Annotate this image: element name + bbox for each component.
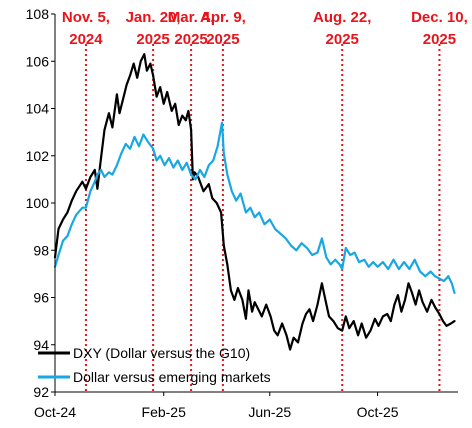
event-label-line2-3: 2025	[206, 31, 239, 48]
event-label-line1-2: Mar. 4,	[168, 9, 215, 26]
event-label-line1-4: Aug. 22,	[313, 9, 371, 26]
x-tick-labels: Oct-24 Feb-25 Jun-25 Oct-25	[34, 392, 399, 420]
event-label-line1-1: Jan. 20,	[126, 9, 181, 26]
event-label-line2-5: 2025	[423, 31, 456, 48]
legend-label-0: DXY (Dollar versus the G10)	[73, 345, 250, 361]
x-tick-label-1: Feb-25	[142, 404, 187, 420]
y-tick-label-6: 104	[26, 101, 50, 117]
y-tick-label-0: 92	[33, 384, 49, 400]
y-tick-label-5: 102	[26, 148, 50, 164]
y-tick-labels: 92 94 96 98 100 102 104 106 108	[26, 6, 55, 400]
x-tick-label-2: Jun-25	[248, 404, 291, 420]
legend-label-1: Dollar versus emerging markets	[73, 369, 271, 385]
x-tick-label-3: Oct-25	[357, 404, 399, 420]
event-label-line2-2: 2025	[174, 31, 207, 48]
event-label-line1-3: Apr. 9,	[200, 9, 246, 26]
y-tick-label-1: 94	[33, 337, 49, 353]
event-label-line2-0: 2024	[69, 31, 103, 48]
event-label-line1-0: Nov. 5,	[62, 9, 110, 26]
y-tick-label-3: 98	[33, 242, 49, 258]
series-line-0	[53, 53, 456, 351]
legend: DXY (Dollar versus the G10) Dollar versus…	[38, 345, 271, 385]
event-label-line2-1: 2025	[136, 31, 169, 48]
axes-layer	[54, 14, 458, 393]
event-lines-layer	[84, 44, 441, 392]
event-labels-layer: Nov. 5, 2024 Jan. 20, 2025 Mar. 4, 2025 Apr. 9…	[62, 9, 468, 48]
series-line-1	[53, 121, 456, 294]
y-tick-label-2: 96	[33, 290, 49, 306]
y-tick-label-7: 106	[26, 53, 50, 69]
event-label-line1-5: Dec. 10,	[411, 9, 468, 26]
x-tick-label-0: Oct-24	[34, 404, 76, 420]
y-tick-label-8: 108	[26, 6, 50, 22]
event-label-line2-4: 2025	[326, 31, 359, 48]
y-tick-label-4: 100	[26, 195, 50, 211]
series-layer	[53, 53, 456, 351]
